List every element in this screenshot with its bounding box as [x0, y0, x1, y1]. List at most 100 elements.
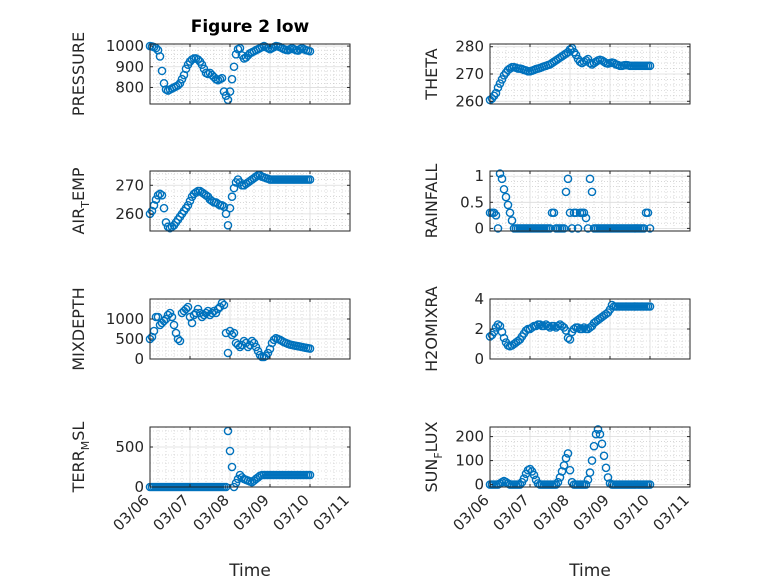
data-point	[501, 192, 511, 202]
svg-text:SUNFLUX: SUNFLUX	[422, 421, 445, 492]
data-point	[579, 323, 589, 332]
data-point	[235, 342, 245, 352]
data-point	[583, 54, 593, 64]
data-point	[223, 348, 233, 358]
data-point	[159, 316, 169, 326]
y-tick-label: 4	[474, 290, 484, 308]
data-point	[151, 195, 161, 204]
data-point	[503, 200, 513, 210]
data-point	[221, 209, 231, 219]
data-point	[153, 190, 163, 200]
data-point	[251, 342, 261, 352]
data-point	[157, 66, 167, 76]
data-point	[223, 95, 233, 105]
data-point	[587, 187, 597, 197]
y-tick-label: 260	[115, 205, 144, 223]
y-axis-label: THETA	[422, 48, 441, 100]
data-point	[203, 306, 213, 316]
data-point	[191, 188, 201, 197]
y-tick-label: 0	[474, 476, 484, 494]
data-point	[573, 224, 583, 233]
data-point	[559, 224, 569, 233]
svg-text:PRESSURE: PRESSURE	[69, 32, 88, 116]
x-axis-label: Time	[568, 561, 611, 581]
x-tick-label: 03/08	[190, 491, 233, 534]
data-point	[177, 74, 187, 84]
data-point	[269, 335, 279, 345]
data-point	[571, 208, 581, 218]
axes-frame	[489, 426, 691, 488]
data-point	[519, 474, 529, 483]
y-axis-label: AIRTEMP	[69, 167, 92, 234]
data-point	[217, 73, 227, 83]
data-point	[157, 190, 167, 200]
subplot-2: 260 270 280 THETA	[422, 38, 691, 110]
data-point	[251, 172, 261, 182]
data-point	[491, 211, 501, 220]
data-point	[499, 184, 509, 194]
data-point	[493, 320, 503, 329]
y-tick-label: 200	[455, 428, 484, 446]
y-tick-label: 1000	[106, 310, 144, 328]
data-point	[225, 446, 235, 456]
data-point	[213, 304, 223, 314]
data-point	[525, 464, 535, 474]
data-point	[591, 429, 601, 439]
y-tick-label: 0	[474, 350, 484, 368]
data-point	[217, 200, 227, 210]
data-point	[515, 480, 525, 489]
chart-title: Figure 2 low	[191, 17, 310, 37]
data-point	[263, 348, 273, 358]
data-point	[231, 50, 241, 59]
data-point	[561, 187, 571, 197]
y-tick-label: 1000	[106, 37, 144, 55]
data-point	[495, 169, 505, 178]
data-point	[219, 300, 229, 310]
data-point	[599, 57, 609, 67]
x-axis-label: Time	[228, 561, 271, 581]
x-tick-label: 03/10	[270, 491, 313, 534]
data-point	[531, 321, 541, 331]
data-point	[585, 174, 595, 184]
data-point	[607, 300, 617, 310]
data-point	[239, 336, 249, 346]
data-point	[163, 310, 173, 320]
data-point	[567, 224, 577, 233]
data-point	[211, 308, 221, 318]
data-point	[545, 224, 555, 233]
data-point	[507, 216, 517, 225]
data-point	[543, 321, 553, 331]
y-tick-label: 1	[474, 167, 484, 185]
y-tick-label: 0	[474, 219, 484, 237]
data-point	[497, 174, 507, 184]
data-point	[243, 342, 253, 352]
data-point	[591, 57, 601, 67]
data-point	[195, 308, 205, 318]
data-point	[539, 321, 549, 331]
data-point	[551, 480, 561, 489]
data-point	[187, 318, 197, 328]
axes-frame	[149, 426, 351, 488]
y-tick-label: 280	[455, 38, 484, 56]
data-point	[497, 75, 507, 84]
y-axis-label: MIXDEPTH	[69, 287, 88, 370]
svg-text:THETA: THETA	[422, 48, 441, 100]
data-point	[549, 321, 559, 331]
data-point	[233, 340, 243, 350]
y-tick-label: 0	[134, 478, 144, 496]
data-point	[183, 302, 193, 312]
data-point	[225, 203, 235, 213]
data-point	[163, 222, 173, 232]
subplot-5: 0 500 1000 MIXDEPTH	[69, 287, 351, 371]
data-point	[563, 174, 573, 184]
data-point	[185, 196, 195, 206]
data-point	[219, 87, 229, 96]
data-point	[197, 60, 207, 69]
y-tick-label: 270	[115, 176, 144, 194]
subplot-4: 0 0.5 1 RAINFALL	[422, 164, 691, 238]
data-point	[505, 64, 515, 73]
data-point	[535, 320, 545, 329]
